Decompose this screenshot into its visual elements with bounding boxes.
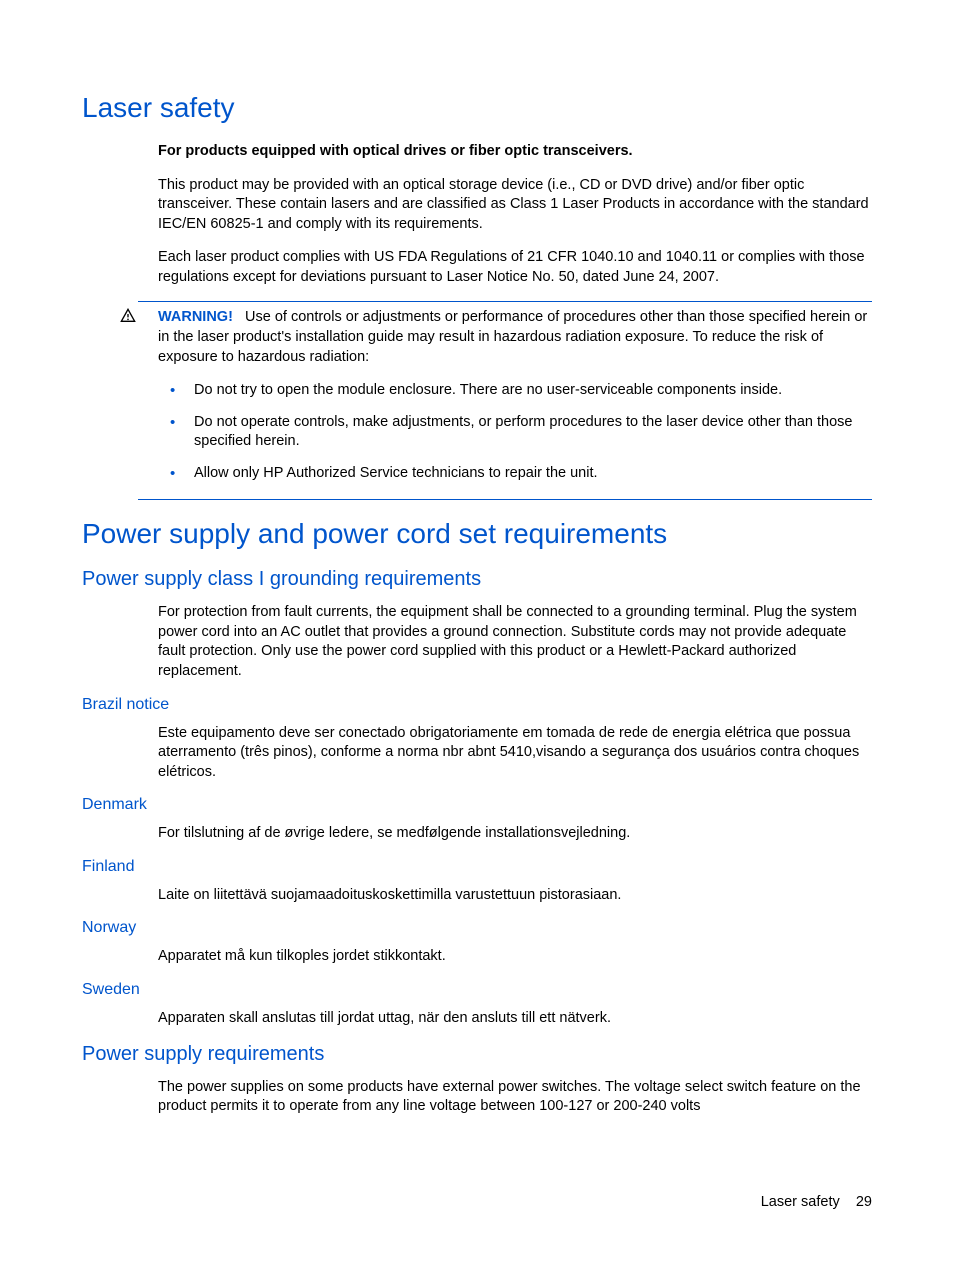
heading-laser-safety: Laser safety (82, 92, 872, 124)
heading-norway: Norway (82, 919, 872, 937)
lead-bold: For products equipped with optical drive… (158, 142, 872, 162)
heading-finland: Finland (82, 858, 872, 876)
page-footer: Laser safety 29 (761, 1194, 872, 1210)
warning-icon (120, 308, 136, 324)
denmark-text: For tilslutning af de øvrige ledere, se … (158, 824, 872, 844)
warning-bullet-list: Do not try to open the module enclosure.… (158, 381, 872, 483)
heading-sweden: Sweden (82, 981, 872, 999)
list-item: Do not operate controls, make adjustment… (194, 413, 872, 452)
warning-text: Use of controls or adjustments or perfor… (158, 309, 867, 364)
heading-denmark: Denmark (82, 796, 872, 814)
heading-grounding-req: Power supply class I grounding requireme… (82, 568, 872, 591)
heading-power-supply-req: Power supply requirements (82, 1043, 872, 1066)
brazil-text: Este equipamento deve ser conectado obri… (158, 724, 872, 783)
warning-block: WARNING! Use of controls or adjustments … (138, 301, 872, 500)
list-item: Do not try to open the module enclosure.… (194, 381, 872, 401)
grounding-p1: For protection from fault currents, the … (158, 603, 872, 681)
sweden-text: Apparaten skall anslutas till jordat utt… (158, 1009, 872, 1029)
footer-section-title: Laser safety (761, 1194, 840, 1210)
laser-p1: This product may be provided with an opt… (158, 176, 872, 235)
heading-brazil: Brazil notice (82, 696, 872, 714)
finland-text: Laite on liitettävä suojamaadoituskosket… (158, 886, 872, 906)
list-item: Allow only HP Authorized Service technic… (194, 464, 872, 484)
norway-text: Apparatet må kun tilkoples jordet stikko… (158, 947, 872, 967)
footer-page-number: 29 (856, 1194, 872, 1210)
heading-power-supply-cord: Power supply and power cord set requirem… (82, 518, 872, 550)
power-supply-req-p1: The power supplies on some products have… (158, 1078, 872, 1117)
laser-p2: Each laser product complies with US FDA … (158, 248, 872, 287)
warning-paragraph: WARNING! Use of controls or adjustments … (158, 308, 872, 367)
warning-label: WARNING! (158, 309, 233, 325)
